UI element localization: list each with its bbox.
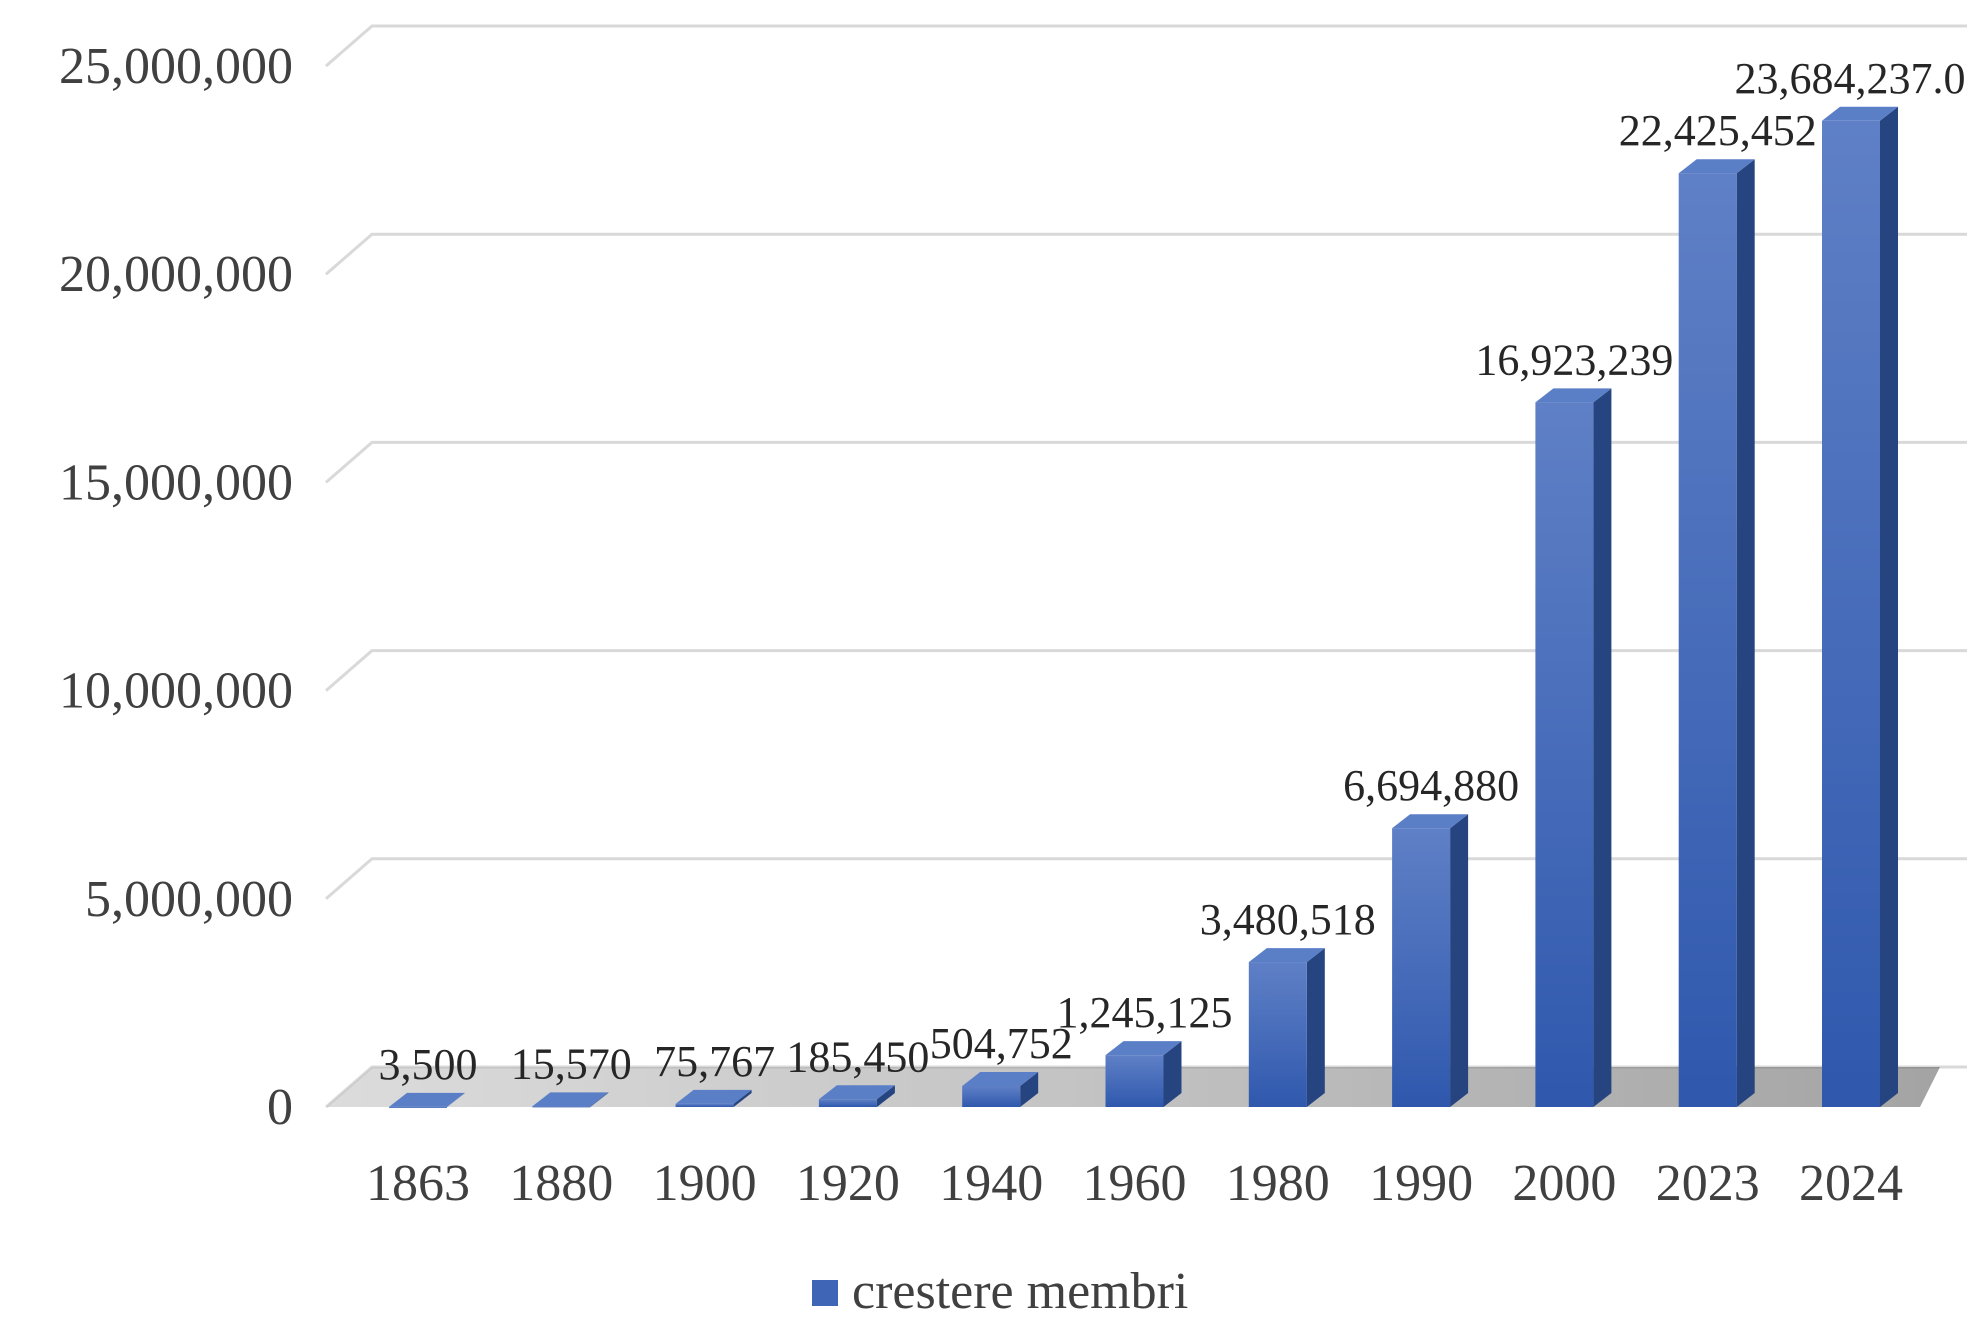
bar-side: [1020, 1071, 1039, 1107]
data-label: 1,245,125: [1057, 988, 1233, 1037]
bar-top: [962, 1071, 1039, 1086]
bar-side: [1306, 948, 1325, 1107]
x-tick-label: 1960: [1083, 1155, 1187, 1212]
bar: [818, 1085, 895, 1107]
bar: [532, 1092, 609, 1108]
bar: [1105, 1041, 1182, 1107]
bar-top: [532, 1092, 609, 1107]
bar: [1248, 948, 1325, 1107]
y-axis-tick-labels: 0 5,000,000 10,000,000 15,000,000 20,000,000…: [59, 38, 293, 1136]
bar: [1535, 388, 1612, 1108]
bar-top: [675, 1089, 752, 1104]
x-tick-label: 2024: [1799, 1155, 1903, 1212]
gridline: [325, 24, 1967, 68]
bar-top: [1248, 948, 1325, 963]
x-tick-label: 1880: [509, 1155, 613, 1212]
x-tick-label: 1863: [366, 1155, 470, 1212]
bar-front: [1535, 402, 1594, 1108]
x-tick-label: 1920: [796, 1155, 900, 1212]
x-tick-label: 1980: [1226, 1155, 1330, 1212]
bar-top: [1822, 106, 1898, 121]
y-tick-label: 20,000,000: [59, 246, 293, 303]
x-tick-label: 1900: [653, 1155, 757, 1212]
bar-front: [1392, 828, 1451, 1107]
bar-side: [447, 1092, 465, 1107]
data-labels: 3,500 15,570 75,767 185,450 504,7521,245,125…: [379, 54, 1967, 1089]
bar-side: [1163, 1041, 1182, 1107]
gridline: [325, 440, 1967, 484]
data-label: 16,923,239: [1475, 335, 1673, 384]
bar-top: [1535, 388, 1612, 403]
bar-front: [389, 1106, 447, 1108]
gridline: [325, 232, 1967, 276]
bar-side: [1593, 388, 1612, 1108]
x-axis-tick-labels: 1863 1880 1900 1920 1940 1960 1980 1990 2000 2023…: [366, 1155, 1903, 1212]
bar-front: [675, 1103, 734, 1107]
bar-side: [1880, 106, 1898, 1107]
data-label: 504,752: [930, 1019, 1073, 1068]
y-tick-label: 10,000,000: [59, 663, 293, 720]
data-label: 22,425,452: [1619, 106, 1817, 155]
bar: [1392, 814, 1469, 1107]
bar-side: [876, 1085, 895, 1107]
bar: [389, 1092, 465, 1108]
data-label: 3,480,518: [1200, 895, 1376, 944]
y-tick-label: 25,000,000: [59, 38, 293, 95]
bar-top: [818, 1085, 895, 1100]
x-tick-label: 2000: [1512, 1155, 1616, 1212]
legend-swatch: [812, 1280, 838, 1306]
bar-top: [389, 1092, 465, 1107]
bar: [962, 1071, 1039, 1107]
bar-front: [1822, 120, 1880, 1107]
data-label: 6,694,880: [1343, 761, 1519, 810]
bar-side: [590, 1092, 609, 1107]
bar-front: [532, 1106, 591, 1108]
y-tick-label: 5,000,000: [85, 871, 293, 928]
data-label: 23,684,237.00: [1735, 54, 1967, 103]
data-label: 3,500: [379, 1040, 478, 1089]
legend-label: crestere membri: [852, 1263, 1188, 1320]
data-label: 15,570: [511, 1039, 632, 1088]
gridline: [325, 649, 1967, 692]
bar-top: [1678, 159, 1755, 174]
bar-top: [1105, 1041, 1182, 1056]
x-tick-label: 1940: [939, 1155, 1043, 1212]
legend: crestere membri: [812, 1263, 1188, 1320]
data-label: 75,767: [654, 1037, 775, 1086]
bar: [1822, 106, 1898, 1107]
x-tick-label: 2023: [1656, 1155, 1760, 1212]
x-tick-label: 1990: [1369, 1155, 1473, 1212]
bar-side: [1450, 814, 1469, 1107]
y-tick-label: 0: [267, 1079, 293, 1136]
bar-front: [1248, 962, 1307, 1107]
bar-front: [1105, 1055, 1164, 1107]
bars: [389, 106, 1898, 1108]
y-tick-label: 15,000,000: [59, 454, 293, 511]
bar: [675, 1089, 752, 1107]
bar-front: [962, 1085, 1021, 1107]
bar: [1678, 159, 1755, 1108]
data-label: 185,450: [786, 1032, 929, 1081]
bar-front: [1678, 173, 1737, 1108]
bar-top: [1392, 814, 1469, 829]
bar-side: [733, 1089, 752, 1107]
bar-side: [1736, 159, 1755, 1108]
bar-front: [818, 1099, 877, 1107]
